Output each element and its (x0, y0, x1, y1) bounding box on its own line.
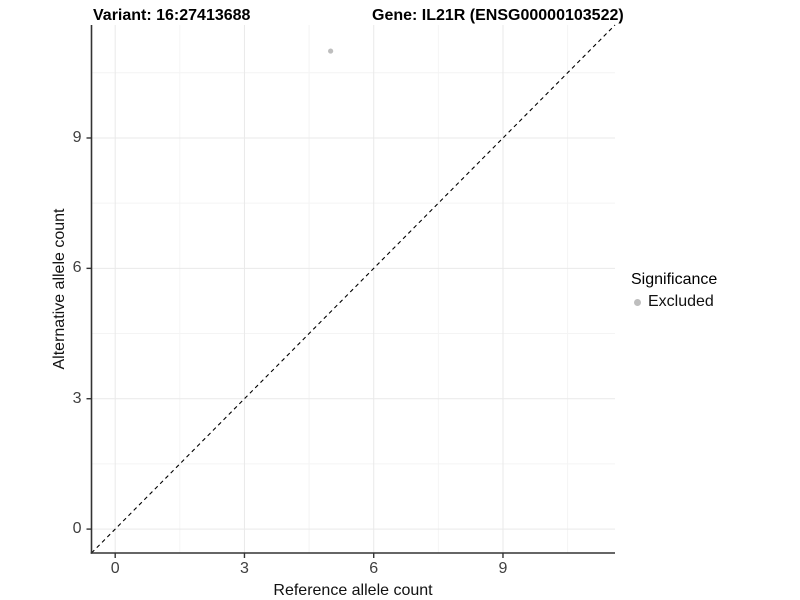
legend-key-dot (634, 298, 641, 306)
legend-entries: Excluded (629, 292, 717, 312)
y-axis-title: Alternative allele count (51, 208, 68, 370)
y-tick-label: 9 (72, 128, 82, 146)
data-point (328, 48, 334, 54)
variant-title: Variant: 16:27413688 (93, 7, 251, 24)
legend-title: Significance (631, 271, 718, 288)
x-tick-label: 6 (369, 560, 379, 577)
gene-title: Gene: IL21R (ENSG00000103522) (372, 7, 624, 24)
x-tick-label: 9 (498, 560, 508, 577)
identity-line (91, 24, 616, 554)
x-tick-label: 0 (110, 560, 120, 577)
x-axis-title: Reference allele count (273, 582, 433, 599)
legend: Significance Excluded (629, 271, 717, 312)
legend-entry: Excluded (629, 292, 717, 312)
x-tick-label: 3 (240, 560, 249, 577)
y-tick-label: 3 (72, 389, 82, 407)
y-tick-label: 6 (72, 259, 82, 277)
legend-entry-label: Excluded (648, 293, 714, 310)
y-tick-label: 0 (72, 520, 82, 538)
